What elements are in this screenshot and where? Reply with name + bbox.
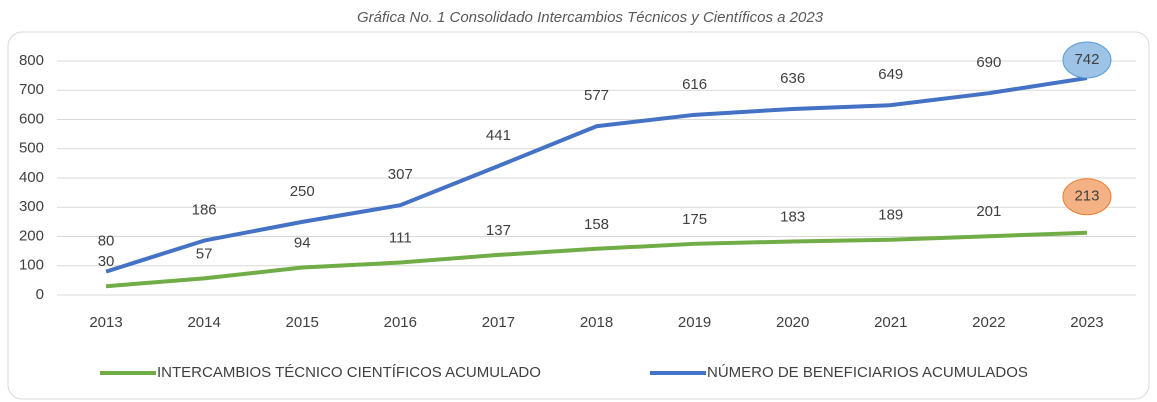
x-tick-label: 2018 bbox=[580, 314, 613, 331]
y-tick-label: 800 bbox=[19, 52, 44, 69]
x-tick-label: 2020 bbox=[776, 314, 809, 331]
label-callout bbox=[1062, 178, 1112, 216]
x-tick-label: 2017 bbox=[482, 314, 515, 331]
data-label: 158 bbox=[584, 216, 609, 233]
data-label: 80 bbox=[98, 233, 115, 250]
data-label: 183 bbox=[780, 208, 805, 225]
y-tick-label: 200 bbox=[19, 227, 44, 244]
data-label: 111 bbox=[389, 230, 412, 247]
x-tick-label: 2021 bbox=[874, 314, 907, 331]
y-tick-label: 400 bbox=[19, 169, 44, 186]
x-tick-label: 2019 bbox=[678, 314, 711, 331]
data-label: 649 bbox=[878, 66, 903, 83]
x-tick-label: 2016 bbox=[384, 314, 417, 331]
data-label: 690 bbox=[976, 54, 1001, 71]
legend-label: INTERCAMBIOS TÉCNICO CIENTÍFICOS ACUMULA… bbox=[157, 364, 541, 381]
data-label: 250 bbox=[290, 183, 315, 200]
data-line bbox=[105, 230, 1088, 289]
data-label: 57 bbox=[196, 245, 213, 262]
data-label: 307 bbox=[388, 166, 413, 183]
data-label: 441 bbox=[486, 127, 511, 144]
data-label: 636 bbox=[780, 70, 805, 87]
x-tick-label: 2023 bbox=[1070, 314, 1103, 331]
chart-frame bbox=[7, 31, 1150, 400]
data-label: 175 bbox=[682, 211, 707, 228]
y-tick-label: 300 bbox=[19, 198, 44, 215]
data-label: 189 bbox=[878, 207, 903, 224]
chart-title: Gráfica No. 1 Consolidado Intercambios T… bbox=[357, 9, 824, 26]
data-label: 742 bbox=[1074, 51, 1099, 68]
x-tick-label: 2013 bbox=[89, 314, 122, 331]
data-label: 201 bbox=[976, 203, 1001, 220]
data-label: 577 bbox=[584, 87, 609, 104]
y-tick-label: 500 bbox=[19, 140, 44, 157]
data-label: 94 bbox=[294, 234, 311, 251]
data-label: 186 bbox=[192, 202, 217, 219]
y-tick-label: 0 bbox=[36, 286, 44, 303]
data-label: 616 bbox=[682, 76, 707, 93]
data-label: 213 bbox=[1074, 188, 1099, 205]
x-tick-label: 2015 bbox=[286, 314, 319, 331]
y-tick-label: 600 bbox=[19, 110, 44, 127]
label-callout bbox=[1062, 41, 1112, 79]
x-tick-label: 2014 bbox=[187, 314, 220, 331]
y-tick-label: 700 bbox=[19, 81, 44, 98]
legend-label: NÚMERO DE BENEFICIARIOS ACUMULADOS bbox=[707, 364, 1028, 381]
data-label: 137 bbox=[486, 222, 511, 239]
y-tick-label: 100 bbox=[19, 257, 44, 274]
data-label: 30 bbox=[98, 253, 115, 270]
data-line bbox=[105, 75, 1088, 274]
x-tick-label: 2022 bbox=[972, 314, 1005, 331]
